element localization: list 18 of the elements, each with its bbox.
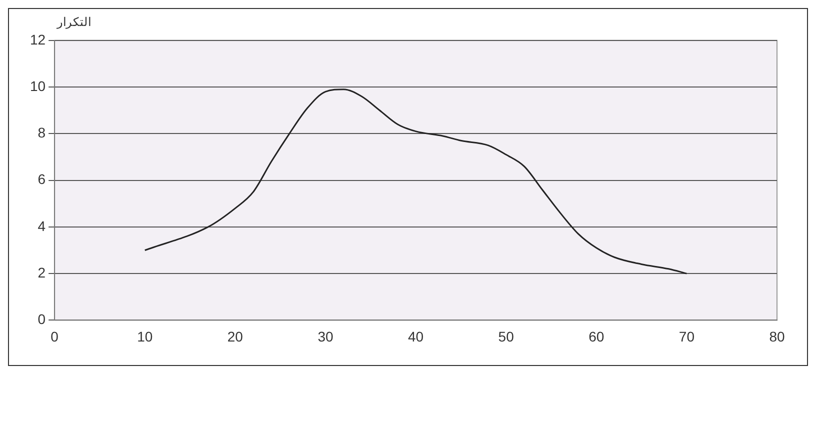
x-tick-label: 50 <box>498 328 514 344</box>
x-tick-label: 10 <box>137 328 153 344</box>
x-tick-label: 0 <box>50 328 59 344</box>
y-axis-title: التكرار <box>57 15 92 29</box>
x-tick-label: 20 <box>227 328 244 344</box>
y-tick-label: 0 <box>38 311 46 328</box>
line-series <box>144 88 688 274</box>
y-tick-label: 12 <box>30 31 46 48</box>
y-tick-label: 4 <box>38 218 46 234</box>
y-tick-label: 2 <box>38 264 46 280</box>
y-tick-label: 10 <box>30 78 46 94</box>
x-tick-label: 60 <box>588 328 604 344</box>
x-tick-label: 80 <box>769 328 785 344</box>
x-tick-label: 70 <box>678 328 695 344</box>
x-tick-label: 30 <box>318 328 334 344</box>
y-tick-label: 8 <box>38 124 46 141</box>
x-tick-label: 40 <box>408 328 424 344</box>
y-tick-label: 6 <box>38 171 46 188</box>
